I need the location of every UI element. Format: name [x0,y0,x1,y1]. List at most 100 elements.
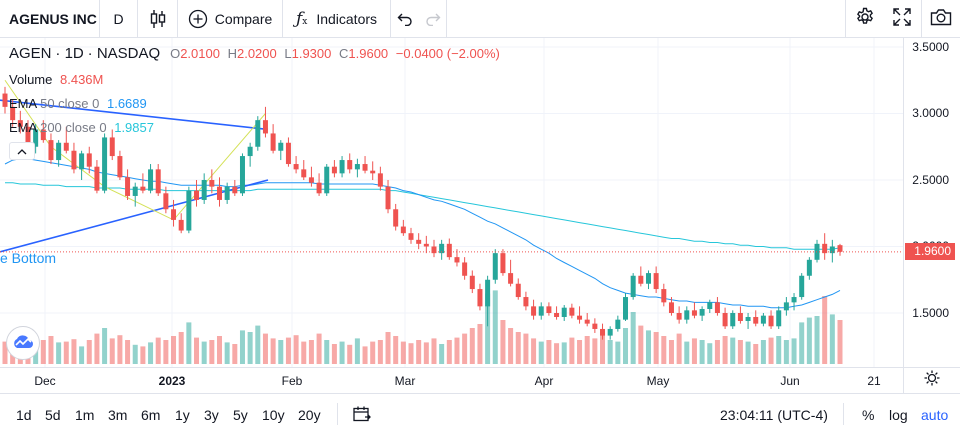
volume-bar [446,340,452,364]
interval-button[interactable]: D [100,0,138,38]
legend-ema50[interactable]: EMA 50 close 0 1.6689 [9,96,147,111]
legend-ema200[interactable]: EMA 200 close 0 1.9857 [9,120,154,135]
volume-bar [232,344,238,364]
candle-body [331,166,337,174]
volume-bar [209,340,215,364]
chart-type-button[interactable] [138,0,178,38]
volume-bar [722,336,728,364]
range-3m-button[interactable]: 3m [108,407,128,423]
candle-body [370,170,376,174]
candle-body [653,273,659,290]
volume-bar [653,332,659,364]
volume-bar [814,316,820,364]
candle-body [33,129,39,147]
candle-body [423,243,429,247]
range-6m-button[interactable]: 6m [141,407,161,423]
volume-bar [178,332,184,364]
candle-body [48,140,54,161]
candle-body [806,259,812,276]
settings-button[interactable] [845,0,883,38]
volume-bar [623,328,629,364]
ema50-line [4,158,841,309]
pattern-label[interactable]: e Bottom [0,250,57,266]
undo-button[interactable] [391,0,419,38]
volume-value: 8.436M [60,72,104,87]
candle-body [270,133,276,151]
tradingview-logo[interactable] [6,326,40,360]
time-tick: 21 [867,374,881,388]
range-3y-button[interactable]: 3y [204,407,219,423]
candle-body [584,319,590,324]
legend-collapse-button[interactable] [9,142,35,160]
close-value: 1.9600 [348,46,389,61]
volume-bar [676,333,682,364]
compare-label: Compare [214,10,273,27]
volume-bar [370,341,376,364]
redo-button[interactable] [419,0,447,38]
screenshot-button[interactable] [921,0,960,38]
volume-bar [699,340,705,364]
candle-body [25,126,31,147]
plus-circle-icon [188,9,208,29]
range-1y-button[interactable]: 1y [175,407,190,423]
candle-body [500,253,506,274]
volume-bar [554,343,560,364]
indicators-button[interactable]: ƒx Indicators [283,0,391,38]
volume-bar [117,335,123,364]
volume-bar [439,344,445,364]
candle-body [316,182,322,194]
volume-bar [354,338,360,364]
candle-body [377,173,383,187]
range-1d-button[interactable]: 1d [16,407,32,423]
range-5y-button[interactable]: 5y [233,407,248,423]
candle-body [63,142,69,151]
volume-bar [148,342,154,364]
volume-bar [485,293,491,364]
ema50-params: 50 close 0 [40,96,100,111]
go-to-date-button[interactable] [353,406,371,427]
candle-body [691,310,697,316]
log-scale-toggle[interactable]: log [889,407,908,423]
interval-label: D [113,10,124,27]
candle-body [186,190,192,231]
candle-body [431,246,437,254]
auto-scale-toggle[interactable]: auto [921,407,949,423]
clock-timezone[interactable]: 23:04:11 (UTC-4) [720,407,828,423]
volume-bar [737,340,743,364]
range-1m-button[interactable]: 1m [75,407,95,423]
volume-bar [408,343,414,364]
indicators-label: Indicators [316,10,378,27]
volume-bar [255,325,261,364]
axis-settings-button[interactable] [903,367,960,393]
chart-pane[interactable] [0,38,903,367]
percent-scale-toggle[interactable]: % [862,407,875,423]
candle-body [262,120,268,134]
candle-body [155,169,161,194]
symbol-legend[interactable]: AGEN · 1D · NASDAQ O2.0100 H2.0200 L1.93… [9,45,500,62]
volume-bar [285,337,291,364]
undo-icon [397,12,413,26]
function-icon: ƒx [295,8,308,29]
volume-bar [270,338,276,364]
fullscreen-button[interactable] [883,0,921,38]
legend-volume[interactable]: Volume 8.436M [9,72,103,87]
price-tick: 1.5000 [912,306,949,320]
symbol-search-button[interactable]: AGENUS INC [0,0,100,38]
volume-bar [577,340,583,364]
price-chart[interactable] [0,38,903,367]
price-axis[interactable]: 3.5000 3.0000 2.5000 2.0000 1.5000 [903,38,960,367]
range-20y-button[interactable]: 20y [298,407,321,423]
candle-body [523,297,529,307]
volume-bar [308,340,314,364]
candle-body [623,297,629,320]
candle-body [2,93,8,107]
volume-bar [645,330,651,364]
compare-button[interactable]: Compare [178,0,283,38]
candle-body [538,306,544,316]
range-5d-button[interactable]: 5d [45,407,61,423]
volume-bar [163,340,169,364]
range-10y-button[interactable]: 10y [262,407,285,423]
time-axis[interactable]: Dec 2023 Feb Mar Apr May Jun 21 [0,367,903,393]
candle-body [684,310,690,320]
